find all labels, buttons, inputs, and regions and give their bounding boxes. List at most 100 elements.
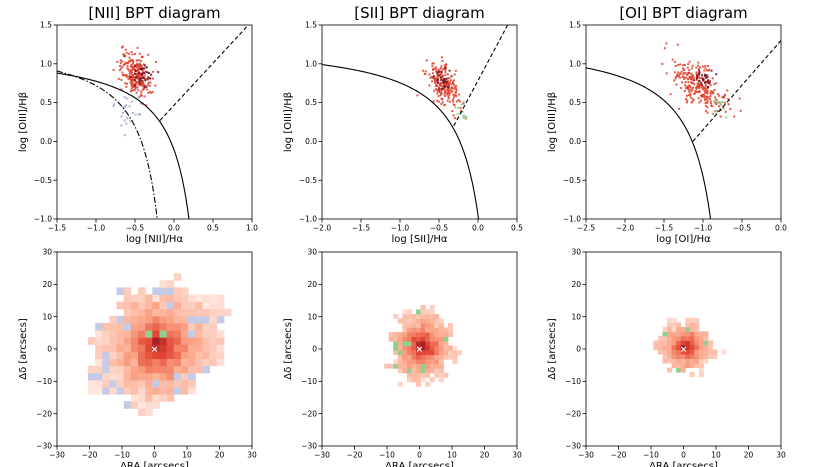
map-cell (188, 379, 196, 388)
point-red (452, 98, 455, 101)
point-dark (706, 76, 709, 79)
map-cell (195, 365, 203, 374)
point-green (720, 103, 723, 106)
map-cell (420, 363, 426, 369)
map-cell (452, 350, 458, 356)
map-cell (411, 327, 417, 333)
point-red (120, 88, 123, 91)
map-cell (130, 394, 139, 402)
point-red (675, 83, 678, 86)
point-red (141, 55, 144, 58)
map-cell (216, 358, 225, 367)
map-cell (694, 363, 700, 369)
map-cell (406, 363, 412, 369)
point-red (435, 83, 438, 86)
point-dark (437, 74, 440, 77)
point-dark (133, 78, 136, 81)
map-cell (195, 301, 203, 310)
point-red (444, 71, 447, 74)
map-cell (166, 394, 175, 402)
map-cell (429, 377, 435, 383)
map-cell (416, 345, 422, 351)
map-cell (721, 349, 727, 355)
point-red (452, 103, 455, 106)
map-cell (145, 294, 153, 303)
map-cell (209, 358, 218, 367)
point-red (432, 62, 435, 65)
point-red (443, 91, 446, 94)
axes-frame (321, 24, 518, 220)
map-cell (434, 313, 440, 319)
map-cell (123, 315, 132, 324)
point-red (451, 80, 454, 83)
map-cell (145, 401, 153, 409)
point-red (125, 61, 128, 64)
map-cell (671, 349, 677, 355)
point-red (430, 75, 433, 78)
point-red (458, 100, 461, 103)
map-cell (116, 365, 125, 374)
point-dark (442, 80, 445, 83)
point-dark (440, 78, 443, 81)
point-red (131, 78, 134, 81)
point-blue (123, 109, 126, 112)
point-green (462, 116, 465, 119)
point-red (676, 75, 679, 78)
point-dark (439, 76, 442, 79)
map-cell (411, 359, 417, 365)
point-red (684, 71, 687, 74)
map-cell (680, 363, 686, 369)
map-cell (188, 386, 196, 395)
map-cell (180, 351, 189, 359)
map-cell (447, 327, 453, 333)
map-cell (195, 308, 203, 317)
map-cell (671, 340, 677, 346)
map-cell (102, 358, 110, 367)
map-cell (152, 344, 160, 352)
point-red (440, 73, 443, 76)
point-red (447, 89, 450, 92)
center-marker: × (416, 345, 424, 355)
point-red (140, 90, 143, 93)
point-red (137, 59, 140, 62)
point-red (673, 60, 676, 63)
map-cell (438, 322, 444, 328)
point-red (719, 115, 722, 118)
map-cell (689, 335, 695, 341)
map-cell (420, 341, 426, 347)
point-red (128, 72, 131, 75)
map-cell (680, 358, 686, 364)
point-red (691, 86, 694, 89)
map-cell (138, 351, 146, 359)
x-tick-label: 1.0 (246, 224, 258, 233)
point-red (155, 61, 158, 64)
point-blue (128, 105, 131, 108)
point-red (437, 100, 440, 103)
point-red (127, 77, 130, 80)
point-red (131, 84, 134, 87)
map-cell (159, 337, 168, 345)
point-dark (145, 85, 148, 88)
point-dark (704, 74, 707, 77)
map-cell (420, 318, 426, 324)
map-cell (145, 386, 153, 395)
point-red (140, 64, 143, 67)
map-cell (109, 379, 118, 388)
map-cell (680, 344, 686, 350)
point-red (148, 90, 151, 93)
map-cell (667, 322, 673, 328)
map-cell (202, 315, 211, 324)
map-cell (88, 386, 96, 395)
map-cell (689, 340, 695, 346)
point-red (687, 63, 690, 66)
map-cell (402, 341, 408, 347)
map-cell (130, 315, 139, 324)
point-red (704, 87, 707, 90)
x-axis-label: log [SII]/Hα (392, 234, 448, 245)
map-cell (416, 368, 422, 374)
point-red (674, 75, 677, 78)
map-cell (685, 358, 691, 364)
point-red (686, 99, 689, 102)
point-red (673, 79, 676, 82)
map-cell (667, 340, 673, 346)
